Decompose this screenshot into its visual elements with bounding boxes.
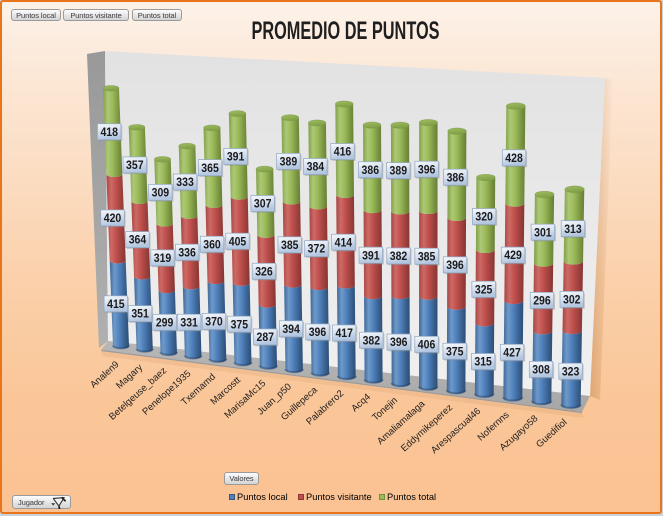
- svg-text:414: 414: [335, 237, 353, 249]
- svg-text:391: 391: [362, 250, 380, 262]
- svg-text:370: 370: [205, 317, 223, 329]
- svg-text:420: 420: [104, 213, 122, 225]
- svg-text:375: 375: [446, 346, 464, 358]
- svg-text:405: 405: [229, 236, 247, 248]
- svg-text:418: 418: [100, 127, 118, 139]
- svg-text:396: 396: [446, 260, 464, 272]
- svg-text:307: 307: [254, 199, 272, 211]
- svg-text:382: 382: [363, 335, 381, 347]
- svg-text:396: 396: [309, 327, 327, 339]
- svg-text:336: 336: [178, 247, 196, 259]
- svg-text:299: 299: [156, 317, 174, 329]
- svg-text:309: 309: [152, 187, 170, 199]
- svg-text:375: 375: [231, 319, 249, 331]
- svg-text:372: 372: [308, 244, 326, 256]
- svg-text:382: 382: [390, 251, 408, 263]
- svg-text:365: 365: [201, 163, 219, 175]
- svg-text:325: 325: [475, 284, 493, 296]
- svg-text:333: 333: [176, 177, 194, 189]
- svg-text:357: 357: [126, 160, 144, 172]
- svg-text:Tonejin: Tonejin: [370, 395, 400, 423]
- svg-text:384: 384: [307, 162, 325, 174]
- svg-text:394: 394: [282, 324, 300, 336]
- svg-text:Acq4: Acq4: [349, 392, 372, 415]
- svg-text:351: 351: [131, 309, 149, 321]
- svg-text:389: 389: [390, 166, 408, 178]
- svg-text:360: 360: [203, 239, 221, 251]
- svg-text:428: 428: [505, 153, 523, 165]
- svg-text:385: 385: [281, 240, 299, 252]
- svg-text:364: 364: [129, 235, 147, 247]
- svg-text:396: 396: [390, 337, 408, 349]
- svg-text:406: 406: [418, 339, 436, 351]
- svg-text:315: 315: [474, 357, 492, 369]
- svg-text:326: 326: [255, 266, 273, 278]
- svg-text:427: 427: [503, 347, 521, 359]
- svg-text:319: 319: [154, 253, 172, 265]
- svg-text:313: 313: [564, 224, 582, 236]
- svg-text:385: 385: [418, 251, 436, 263]
- svg-text:415: 415: [107, 299, 125, 311]
- svg-text:417: 417: [335, 328, 353, 340]
- svg-text:302: 302: [563, 294, 581, 306]
- svg-text:301: 301: [534, 227, 552, 239]
- svg-text:296: 296: [533, 295, 551, 307]
- svg-text:386: 386: [447, 172, 465, 184]
- svg-text:323: 323: [562, 366, 580, 378]
- svg-text:389: 389: [280, 156, 298, 168]
- svg-text:331: 331: [180, 317, 198, 329]
- svg-text:386: 386: [362, 165, 380, 177]
- svg-text:429: 429: [504, 250, 522, 262]
- svg-text:320: 320: [475, 212, 493, 224]
- svg-text:287: 287: [256, 332, 274, 344]
- svg-text:416: 416: [334, 147, 352, 159]
- svg-text:396: 396: [418, 164, 436, 176]
- svg-text:308: 308: [532, 364, 550, 376]
- svg-text:391: 391: [227, 152, 245, 164]
